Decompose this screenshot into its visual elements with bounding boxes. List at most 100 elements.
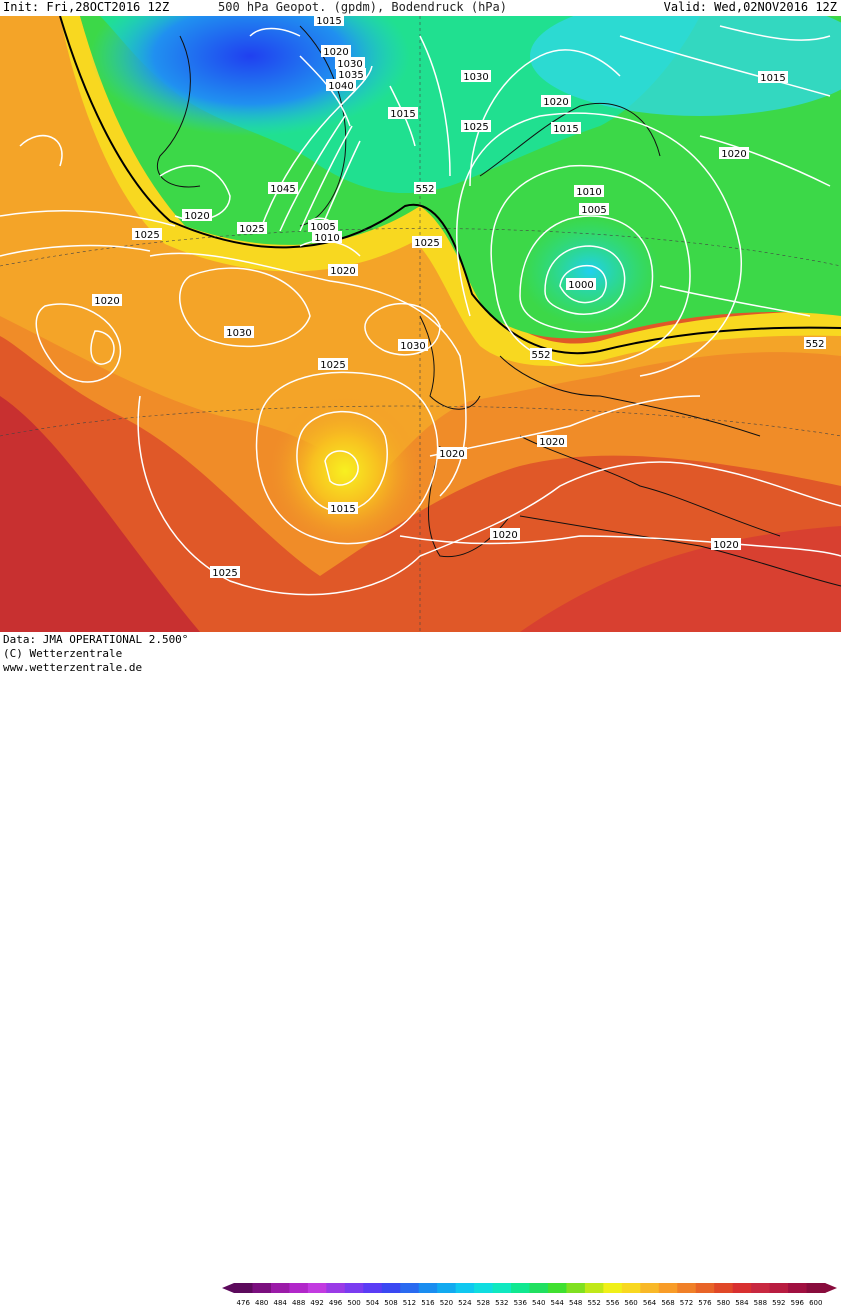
legend-tick-label: 580 — [717, 1299, 730, 1307]
isobar-label: 1020 — [328, 264, 358, 277]
legend-swatch — [400, 1283, 420, 1293]
legend-tick-label: 512 — [403, 1299, 416, 1307]
isobar-label: 1015 — [314, 16, 344, 27]
isobar-label: 1045 — [268, 182, 298, 195]
svg-text:1035: 1035 — [338, 70, 363, 81]
legend-tick-label: 564 — [643, 1299, 657, 1307]
geopotential-552-line — [59, 16, 841, 355]
svg-text:1015: 1015 — [553, 124, 578, 135]
svg-text:1015: 1015 — [316, 16, 341, 27]
svg-text:1020: 1020 — [543, 97, 568, 108]
map-header: Init: Fri,28OCT2016 12Z 500 hPa Geopot. … — [0, 0, 841, 15]
warm-core-se — [520, 526, 841, 632]
svg-text:1010: 1010 — [576, 187, 601, 198]
svg-text:1010: 1010 — [314, 233, 339, 244]
legend-arrow-high — [825, 1283, 837, 1293]
svg-text:1025: 1025 — [463, 122, 488, 133]
isobar-label: 1020 — [490, 528, 520, 541]
color-legend: 476 480 484 488 492 496 500 504 508 512 516 520 524 5… — [222, 1283, 837, 1307]
legend-swatch — [455, 1283, 475, 1293]
isobar-label: 1020 — [321, 45, 351, 58]
legend-tick-label: 572 — [680, 1299, 693, 1307]
legend-swatch — [363, 1283, 383, 1293]
legend-tick-label: 544 — [551, 1299, 565, 1307]
legend-swatch — [584, 1283, 604, 1293]
weather-map: 1015 1020 1030 1035 1040 1030 1020 1015 … — [0, 16, 841, 632]
lat-lon-grid — [0, 16, 841, 632]
isobar-label: 1025 — [210, 566, 240, 579]
isobar-label: 1020 — [437, 447, 467, 460]
legend-tick-label: 600 — [809, 1299, 822, 1307]
isobar-label: 1020 — [711, 538, 741, 551]
legend-tick-label: 584 — [735, 1299, 749, 1307]
svg-text:1030: 1030 — [337, 59, 362, 70]
isobar-label: 1030 — [335, 57, 365, 70]
legend-swatch — [769, 1283, 789, 1293]
legend-tick-label: 492 — [310, 1299, 323, 1307]
map-footer: Data: JMA OPERATIONAL 2.500° (C) Wetterz… — [0, 632, 841, 1307]
legend-swatch — [529, 1283, 549, 1293]
svg-text:1025: 1025 — [212, 568, 237, 579]
svg-text:1025: 1025 — [414, 238, 439, 249]
legend-tick-label: 524 — [458, 1299, 472, 1307]
legend-swatch — [270, 1283, 290, 1293]
legend-tick-label: 576 — [698, 1299, 712, 1307]
legend-swatch — [344, 1283, 364, 1293]
isobar-label: 1000 — [566, 278, 596, 291]
legend-swatch — [806, 1283, 826, 1293]
isobar-label: 1030 — [461, 70, 491, 83]
svg-text:1020: 1020 — [184, 211, 209, 222]
isobar-label: 1020 — [719, 147, 749, 160]
legend-tick-label: 540 — [532, 1299, 545, 1307]
legend-swatch — [658, 1283, 678, 1293]
svg-text:552: 552 — [805, 339, 824, 350]
legend-tick-label: 484 — [273, 1299, 287, 1307]
isobar-label: 1030 — [224, 326, 254, 339]
legend-tick-label: 528 — [477, 1299, 490, 1307]
legend-swatch — [326, 1283, 346, 1293]
legend-swatch — [307, 1283, 327, 1293]
legend-swatch — [714, 1283, 734, 1293]
isobar-label: 1020 — [182, 209, 212, 222]
isobar-label: 552 — [530, 348, 552, 361]
legend-tick-label: 548 — [569, 1299, 582, 1307]
isobar-label: 1015 — [758, 71, 788, 84]
svg-text:552: 552 — [531, 350, 550, 361]
isobar-labels: 1015 1020 1030 1035 1040 1030 1020 1015 … — [92, 16, 826, 579]
legend-tick-label: 516 — [421, 1299, 435, 1307]
legend-swatch — [234, 1283, 253, 1293]
legend-swatch — [603, 1283, 623, 1293]
website-link[interactable]: www.wetterzentrale.de — [3, 661, 143, 674]
legend-swatch — [492, 1283, 512, 1293]
legend-swatch — [640, 1283, 660, 1293]
legend-tick-label: 592 — [772, 1299, 785, 1307]
svg-text:1040: 1040 — [328, 81, 353, 92]
legend-tick-label: 536 — [514, 1299, 528, 1307]
legend-tick-label: 476 — [237, 1299, 251, 1307]
isobar-label: 1005 — [308, 220, 338, 233]
svg-text:1030: 1030 — [226, 328, 251, 339]
legend-tick-label: 556 — [606, 1299, 620, 1307]
isobar-label: 1025 — [412, 236, 442, 249]
warm-core-sw — [0, 396, 200, 632]
legend-swatch — [418, 1283, 438, 1293]
isobar-label: 1020 — [537, 435, 567, 448]
svg-text:1045: 1045 — [270, 184, 295, 195]
isobar-label: 1020 — [92, 294, 122, 307]
legend-tick-label: 504 — [366, 1299, 380, 1307]
svg-text:1020: 1020 — [492, 530, 517, 541]
svg-text:1020: 1020 — [713, 540, 738, 551]
cold-core-scandinavia — [520, 216, 660, 326]
legend-swatch — [788, 1283, 808, 1293]
legend-swatch — [289, 1283, 309, 1293]
isobar-label: 1010 — [312, 231, 342, 244]
legend-tick-label: 560 — [624, 1299, 637, 1307]
svg-text:1020: 1020 — [539, 437, 564, 448]
light-orange-band — [0, 16, 841, 486]
svg-text:1015: 1015 — [330, 504, 355, 515]
isobar-label: 1025 — [237, 222, 267, 235]
isobar-label: 1015 — [551, 122, 581, 135]
svg-text:1015: 1015 — [390, 109, 415, 120]
data-source: Data: JMA OPERATIONAL 2.500° — [3, 633, 189, 646]
legend-tick-label: 532 — [495, 1299, 508, 1307]
